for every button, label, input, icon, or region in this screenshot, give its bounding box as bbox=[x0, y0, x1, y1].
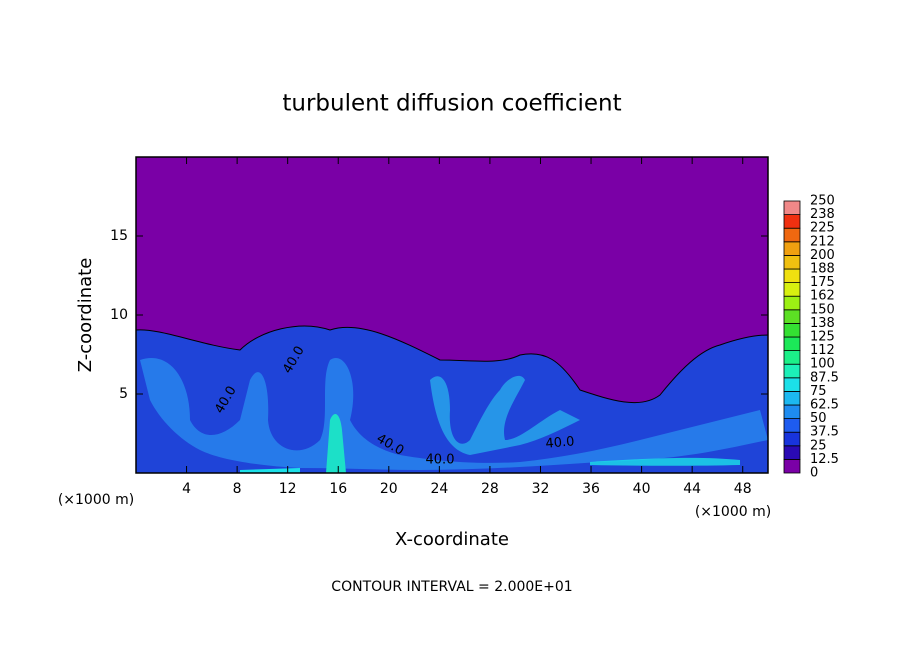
x-tick-label: 4 bbox=[182, 481, 191, 497]
field-region bbox=[140, 358, 768, 470]
colorbar-label: 50 bbox=[810, 411, 827, 426]
colorbar-label: 150 bbox=[810, 302, 835, 317]
colorbar-label: 62.5 bbox=[810, 398, 839, 413]
colorbar-bin bbox=[783, 322, 801, 338]
colorbar-label: 138 bbox=[810, 316, 835, 331]
colorbar-bin bbox=[783, 227, 801, 243]
field-region bbox=[240, 468, 300, 473]
colorbar-bin bbox=[783, 418, 801, 433]
colorbar-bin bbox=[783, 363, 801, 379]
x-tick-label: 8 bbox=[233, 481, 242, 497]
field-region bbox=[326, 414, 346, 473]
x-axis-label: X-coordinate bbox=[395, 529, 509, 550]
colorbar-bin bbox=[783, 431, 801, 447]
colorbar-bin bbox=[783, 458, 801, 474]
colorbar-bin bbox=[783, 241, 801, 256]
y-axis-label: Z-coordinate bbox=[75, 258, 96, 373]
field bbox=[135, 157, 769, 474]
x-tick-label: 48 bbox=[734, 481, 752, 497]
x-tick-label: 28 bbox=[481, 481, 499, 497]
chart-title: turbulent diffusion coefficient bbox=[282, 91, 621, 117]
colorbar-bin bbox=[783, 200, 801, 216]
colorbar-bin bbox=[783, 214, 801, 229]
y-tick-label: 15 bbox=[110, 228, 128, 244]
x-tick-label: 24 bbox=[430, 481, 448, 497]
colorbar-label: 112 bbox=[810, 343, 835, 358]
colorbar-label: 87.5 bbox=[810, 370, 839, 385]
colorbar-label: 125 bbox=[810, 330, 835, 345]
x-tick-label: 44 bbox=[683, 481, 701, 497]
x-tick-label: 40 bbox=[633, 481, 651, 497]
colorbar-label: 162 bbox=[810, 289, 835, 304]
x-scale-label: (×1000 m) bbox=[695, 504, 771, 520]
colorbar-label: 225 bbox=[810, 221, 835, 236]
colorbar-label: 37.5 bbox=[810, 425, 839, 440]
x-tick-label: 20 bbox=[380, 481, 398, 497]
y-tick-label: 5 bbox=[119, 386, 128, 402]
annotation: CONTOUR INTERVAL = 2.000E+01 bbox=[331, 579, 572, 595]
y-scale-label: (×1000 m) bbox=[58, 492, 134, 508]
colorbar-bin bbox=[783, 282, 801, 297]
field-region bbox=[590, 457, 740, 466]
colorbar-label: 0 bbox=[810, 466, 818, 481]
x-tick-label: 36 bbox=[582, 481, 600, 497]
colorbar-bin bbox=[783, 377, 801, 392]
colorbar-bin bbox=[783, 309, 801, 324]
contour-label: 40.0 bbox=[426, 453, 455, 468]
colorbar-label: 200 bbox=[810, 248, 835, 263]
colorbar-label: 238 bbox=[810, 207, 835, 222]
colorbar-bin bbox=[783, 295, 801, 311]
colorbar-bin bbox=[783, 445, 801, 460]
colorbar-bin bbox=[783, 268, 801, 284]
colorbar-label: 25 bbox=[810, 438, 827, 453]
field-region bbox=[135, 325, 769, 474]
colorbar-bin bbox=[783, 350, 801, 365]
contour-label: 40.0 bbox=[545, 434, 575, 451]
colorbar-bin bbox=[783, 336, 801, 352]
colorbar-label: 188 bbox=[810, 262, 835, 277]
colorbar-label: 12.5 bbox=[810, 452, 839, 467]
colorbar-bin bbox=[783, 404, 801, 420]
colorbar-label: 100 bbox=[810, 357, 835, 372]
colorbar-label: 250 bbox=[810, 194, 835, 209]
colorbar-bin bbox=[783, 390, 801, 406]
colorbar-label: 175 bbox=[810, 275, 835, 290]
x-tick-label: 16 bbox=[329, 481, 347, 497]
colorbar-bin bbox=[783, 254, 801, 270]
y-tick-label: 10 bbox=[110, 307, 128, 323]
x-tick-label: 12 bbox=[279, 481, 297, 497]
field-region bbox=[430, 375, 580, 455]
colorbar-label: 212 bbox=[810, 234, 835, 249]
x-tick-label: 32 bbox=[532, 481, 550, 497]
colorbar-label: 75 bbox=[810, 384, 827, 399]
